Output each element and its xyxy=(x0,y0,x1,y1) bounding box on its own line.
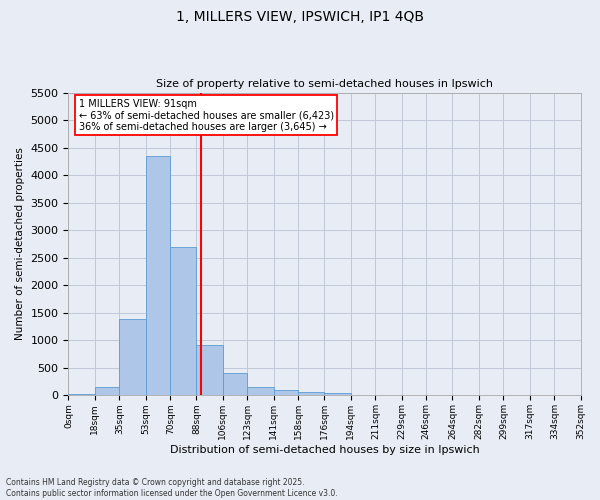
Text: Contains HM Land Registry data © Crown copyright and database right 2025.
Contai: Contains HM Land Registry data © Crown c… xyxy=(6,478,338,498)
X-axis label: Distribution of semi-detached houses by size in Ipswich: Distribution of semi-detached houses by … xyxy=(170,445,479,455)
Bar xyxy=(350,394,376,396)
Bar xyxy=(119,319,146,396)
Bar xyxy=(196,346,223,396)
Bar xyxy=(68,394,95,396)
Bar xyxy=(223,373,247,396)
Bar xyxy=(95,387,119,396)
Bar xyxy=(146,156,170,396)
Bar xyxy=(298,392,325,396)
Bar xyxy=(247,386,274,396)
Title: Size of property relative to semi-detached houses in Ipswich: Size of property relative to semi-detach… xyxy=(156,79,493,89)
Bar xyxy=(325,393,350,396)
Text: 1, MILLERS VIEW, IPSWICH, IP1 4QB: 1, MILLERS VIEW, IPSWICH, IP1 4QB xyxy=(176,10,424,24)
Bar xyxy=(274,390,298,396)
Y-axis label: Number of semi-detached properties: Number of semi-detached properties xyxy=(15,148,25,340)
Bar xyxy=(170,246,196,396)
Text: 1 MILLERS VIEW: 91sqm
← 63% of semi-detached houses are smaller (6,423)
36% of s: 1 MILLERS VIEW: 91sqm ← 63% of semi-deta… xyxy=(79,98,334,132)
